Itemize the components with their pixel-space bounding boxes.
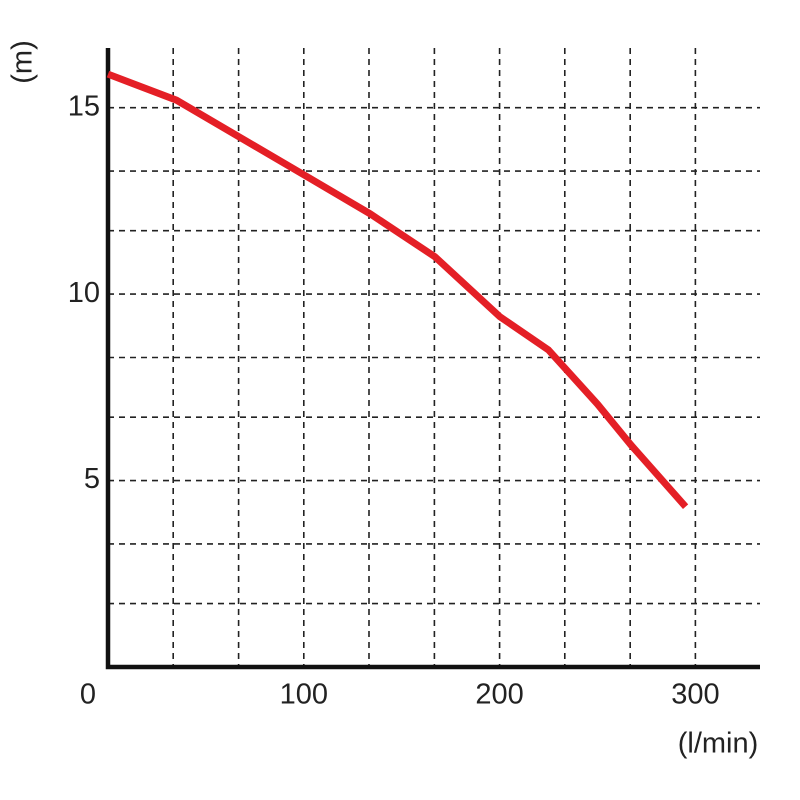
curve: [106, 70, 689, 509]
y-tick-label: 10: [68, 277, 100, 309]
y-axis-label: (m): [7, 40, 39, 83]
x-tick-label: 0: [80, 679, 96, 711]
x-tick-label: 200: [475, 679, 523, 711]
x-tick-label: 300: [671, 679, 719, 711]
axis: [105, 48, 760, 670]
y-tick-label: 15: [68, 90, 100, 122]
x-tick-label: 100: [280, 679, 328, 711]
y-tick-label: 5: [84, 463, 100, 495]
x-axis-label: (l/min): [678, 728, 759, 760]
